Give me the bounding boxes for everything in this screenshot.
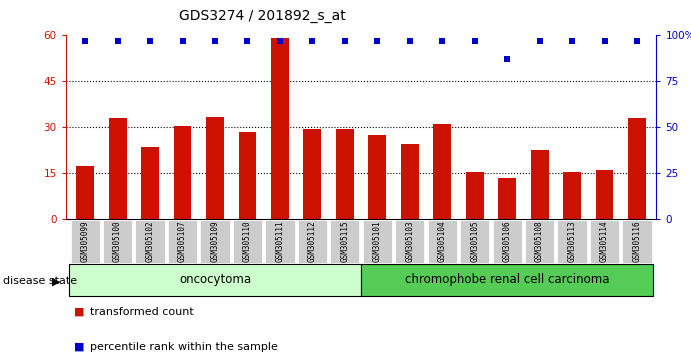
FancyBboxPatch shape: [363, 220, 392, 263]
Text: GSM305106: GSM305106: [502, 221, 511, 262]
Text: GSM305102: GSM305102: [146, 221, 155, 262]
Bar: [206, 117, 224, 219]
Bar: [531, 150, 549, 219]
Point: [404, 38, 415, 44]
FancyBboxPatch shape: [233, 220, 262, 263]
FancyBboxPatch shape: [135, 220, 164, 263]
Text: GSM305105: GSM305105: [470, 221, 479, 262]
Point: [632, 38, 643, 44]
FancyBboxPatch shape: [70, 220, 100, 263]
FancyBboxPatch shape: [493, 220, 522, 263]
Point: [339, 38, 350, 44]
Bar: [141, 147, 159, 219]
Text: GSM305103: GSM305103: [405, 221, 414, 262]
Text: GSM305100: GSM305100: [113, 221, 122, 262]
Bar: [108, 118, 126, 219]
Text: GSM305101: GSM305101: [372, 221, 382, 262]
Point: [112, 38, 123, 44]
Text: GSM305104: GSM305104: [437, 221, 446, 262]
Point: [534, 38, 545, 44]
FancyBboxPatch shape: [103, 220, 132, 263]
Text: chromophobe renal cell carcinoma: chromophobe renal cell carcinoma: [405, 273, 609, 286]
Point: [144, 38, 155, 44]
Text: disease state: disease state: [3, 276, 77, 286]
Point: [567, 38, 578, 44]
Bar: [596, 170, 614, 219]
Text: percentile rank within the sample: percentile rank within the sample: [90, 342, 278, 352]
Point: [242, 38, 253, 44]
FancyBboxPatch shape: [623, 220, 652, 263]
Point: [502, 57, 513, 62]
Bar: [433, 124, 451, 219]
Point: [599, 38, 610, 44]
FancyBboxPatch shape: [168, 220, 197, 263]
Text: GSM305113: GSM305113: [567, 221, 576, 262]
Text: GSM305112: GSM305112: [308, 221, 317, 262]
Bar: [628, 118, 646, 219]
Bar: [563, 172, 581, 219]
FancyBboxPatch shape: [330, 220, 359, 263]
Text: GSM305107: GSM305107: [178, 221, 187, 262]
Text: GSM305116: GSM305116: [632, 221, 641, 262]
Point: [209, 38, 220, 44]
Bar: [76, 166, 94, 219]
Point: [469, 38, 480, 44]
FancyBboxPatch shape: [525, 220, 554, 263]
Bar: [401, 144, 419, 219]
FancyBboxPatch shape: [69, 264, 361, 296]
Bar: [173, 126, 191, 219]
Bar: [303, 129, 321, 219]
Text: GSM305115: GSM305115: [340, 221, 350, 262]
Text: ■: ■: [74, 307, 85, 316]
Bar: [271, 39, 289, 219]
Text: oncocytoma: oncocytoma: [179, 273, 251, 286]
Bar: [498, 178, 516, 219]
Text: ▶: ▶: [53, 276, 61, 286]
Point: [372, 38, 383, 44]
FancyBboxPatch shape: [460, 220, 489, 263]
FancyBboxPatch shape: [265, 220, 294, 263]
FancyBboxPatch shape: [298, 220, 327, 263]
FancyBboxPatch shape: [395, 220, 424, 263]
Bar: [368, 135, 386, 219]
Point: [177, 38, 188, 44]
FancyBboxPatch shape: [361, 264, 653, 296]
Point: [437, 38, 448, 44]
Text: transformed count: transformed count: [90, 307, 193, 316]
Text: GSM305109: GSM305109: [211, 221, 220, 262]
Point: [307, 38, 318, 44]
FancyBboxPatch shape: [428, 220, 457, 263]
FancyBboxPatch shape: [590, 220, 619, 263]
Point: [79, 38, 91, 44]
Bar: [466, 172, 484, 219]
Text: GSM305099: GSM305099: [81, 221, 90, 262]
Bar: [238, 132, 256, 219]
Text: GSM305111: GSM305111: [276, 221, 285, 262]
Bar: [336, 129, 354, 219]
Text: GDS3274 / 201892_s_at: GDS3274 / 201892_s_at: [179, 9, 346, 23]
Text: GSM305110: GSM305110: [243, 221, 252, 262]
Text: ■: ■: [74, 342, 85, 352]
Point: [274, 38, 285, 44]
Text: GSM305114: GSM305114: [600, 221, 609, 262]
Text: GSM305108: GSM305108: [535, 221, 544, 262]
FancyBboxPatch shape: [558, 220, 587, 263]
FancyBboxPatch shape: [200, 220, 229, 263]
